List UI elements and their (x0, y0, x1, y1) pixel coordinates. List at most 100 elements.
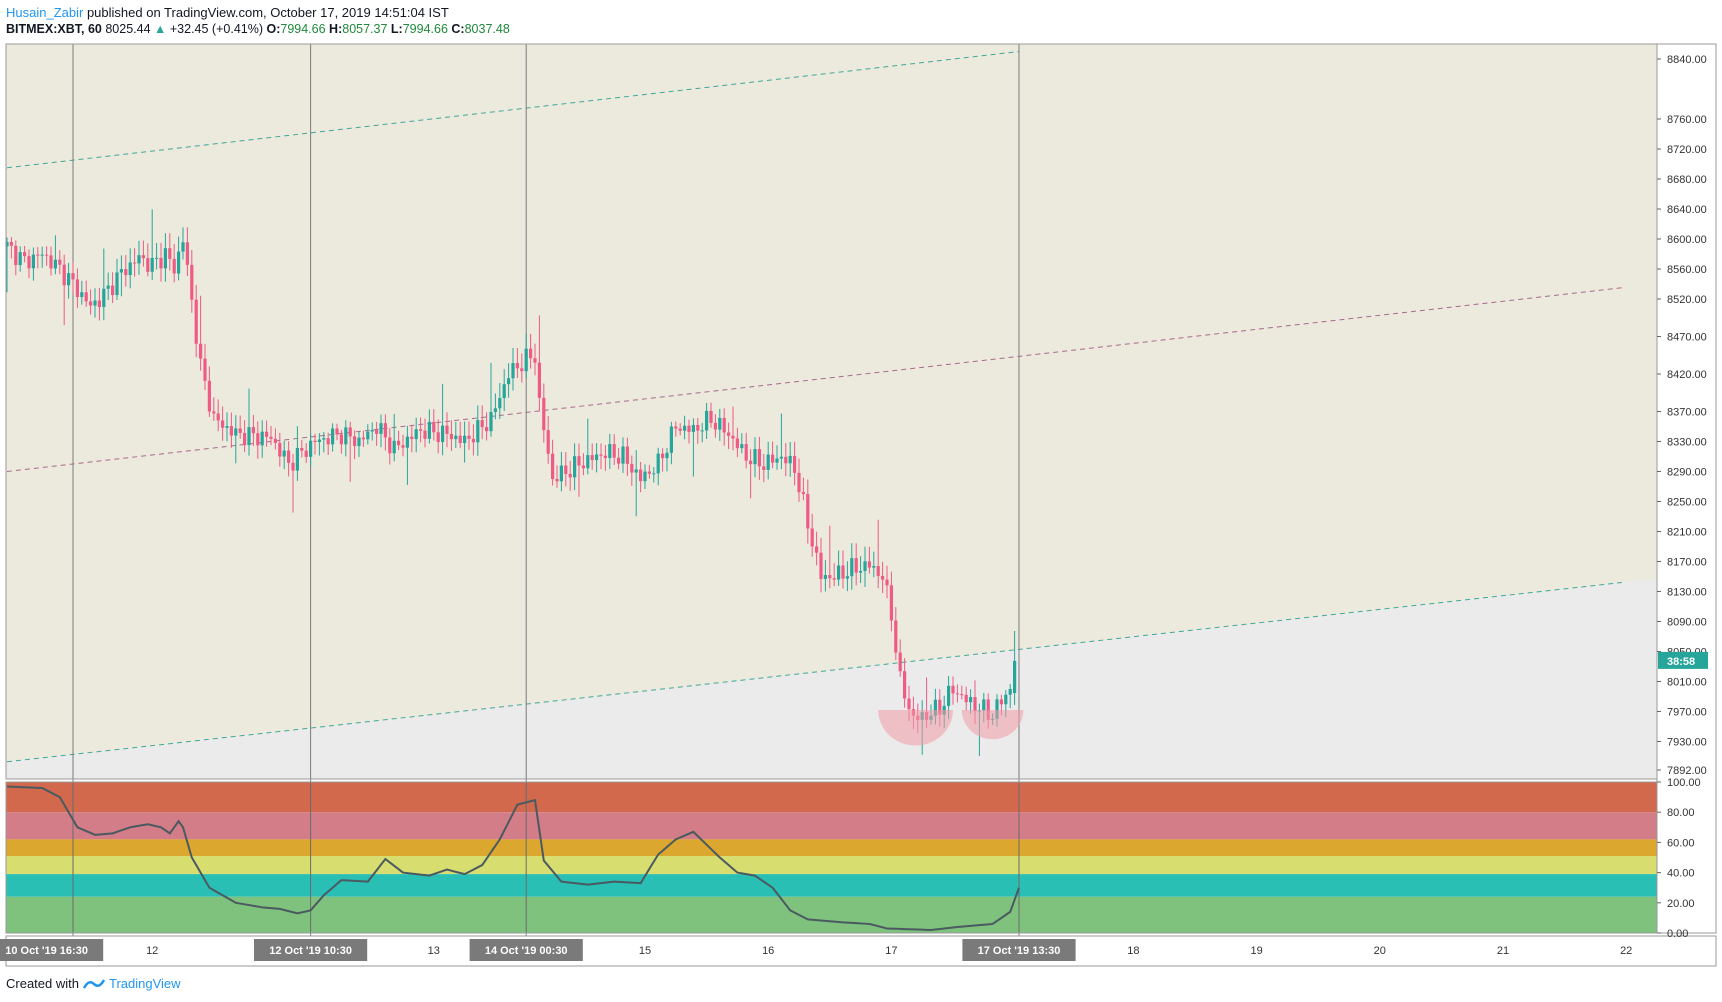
candle (850, 543, 854, 590)
candle-body (269, 436, 273, 439)
candle-body (709, 410, 713, 423)
candle (647, 464, 651, 479)
candle-body (889, 585, 893, 621)
candle-body (260, 431, 264, 446)
candle-body (537, 362, 541, 398)
candle (537, 315, 541, 412)
candle-body (467, 435, 471, 439)
candle-body (705, 410, 709, 431)
time-tick-label: 12 (146, 945, 158, 957)
candle (1008, 683, 1012, 709)
candle (665, 447, 669, 472)
candle-body (71, 273, 75, 280)
candle-body (872, 566, 876, 568)
candle (150, 209, 154, 281)
osc-tick-label: 60.00 (1667, 837, 1695, 849)
candle-body (49, 255, 53, 269)
candle (784, 443, 788, 477)
price-tick-label: 7930.00 (1667, 737, 1707, 749)
candle-body (177, 251, 181, 274)
oscillator-line (6, 785, 1020, 931)
candle (674, 421, 678, 437)
candle-body (542, 397, 546, 431)
candle (256, 421, 260, 459)
price-tick-label: 8370.00 (1667, 407, 1707, 419)
price-tick-label: 8170.00 (1667, 557, 1707, 569)
candle (124, 255, 128, 287)
candle (221, 406, 225, 441)
candle-body (524, 348, 528, 372)
price-tick-label: 8090.00 (1667, 617, 1707, 629)
candle-body (317, 439, 321, 443)
candle (520, 353, 524, 383)
candle-body (779, 456, 783, 459)
candle (291, 453, 295, 513)
candle (467, 421, 471, 450)
candle-body (141, 255, 145, 259)
candle (577, 443, 581, 497)
price-tick-label: 8470.00 (1667, 332, 1707, 344)
candle-body (581, 465, 585, 469)
candle (278, 432, 282, 467)
oscillator-band-0 (6, 782, 1657, 813)
osc-tick-label: 80.00 (1667, 807, 1695, 819)
candle (529, 333, 533, 369)
candle-body (489, 411, 493, 432)
candle-body (40, 254, 44, 256)
candle (568, 460, 572, 491)
up-triangle-icon: ▲ (154, 22, 167, 36)
candle-body (797, 472, 801, 493)
candle-body (784, 456, 788, 464)
candle (652, 467, 656, 483)
candle-body (128, 262, 132, 276)
time-tick-label: 18 (1127, 945, 1139, 957)
candle (313, 433, 317, 455)
tradingview-brand[interactable]: TradingView (108, 976, 181, 991)
created-with-text: Created with (6, 976, 79, 991)
author-link[interactable]: Husain_Zabir (6, 5, 84, 20)
candle (45, 246, 49, 266)
candle (837, 550, 841, 587)
candle (823, 560, 827, 592)
candle (639, 461, 643, 493)
candle (423, 418, 427, 448)
candle-body (828, 575, 832, 579)
candle-body (815, 546, 819, 553)
candle-body (80, 292, 84, 298)
candle-body (507, 378, 511, 385)
price-tick-label: 7970.00 (1667, 707, 1707, 719)
candle-body (159, 257, 163, 269)
candle (229, 412, 233, 448)
candle-body (168, 248, 172, 259)
candle-body (753, 449, 757, 465)
channel-upper-line (6, 51, 1020, 169)
candle (392, 413, 396, 462)
candle-body (445, 425, 449, 434)
channel-lower-line (6, 582, 1622, 763)
candle (608, 433, 612, 469)
candle-body (757, 449, 761, 467)
candle-body (973, 697, 977, 712)
candle (62, 254, 66, 326)
candle (740, 433, 744, 454)
candle (14, 240, 18, 276)
candle-body (256, 433, 260, 446)
candle-body (9, 242, 13, 246)
candle-body (463, 435, 467, 444)
candle (806, 479, 810, 544)
oscillator-pane (5, 781, 1658, 934)
candle (133, 248, 137, 277)
candle (542, 383, 546, 443)
candle (260, 420, 264, 458)
price-tick-label: 8010.00 (1667, 677, 1707, 689)
candle (705, 402, 709, 440)
candle-body (749, 460, 753, 465)
candle-body (837, 565, 841, 580)
candle (115, 258, 119, 300)
time-tick-label: 21 (1497, 945, 1509, 957)
candle-body (674, 426, 678, 429)
candle-body (485, 427, 489, 432)
osc-tick-label: 100.00 (1667, 777, 1701, 789)
candle-body (322, 438, 326, 440)
